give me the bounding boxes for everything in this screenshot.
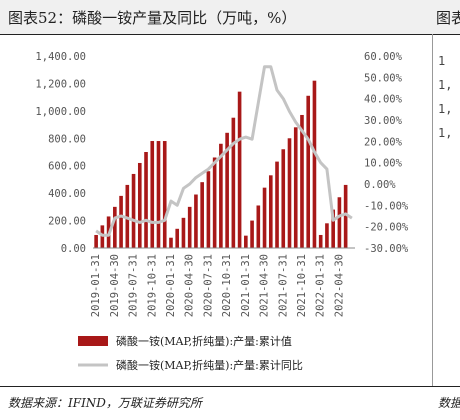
bar bbox=[287, 138, 292, 248]
panel-divider bbox=[432, 34, 433, 386]
y-right-tick-label: 40.00% bbox=[364, 94, 403, 106]
y-left-tick-label: 1,400.00 bbox=[35, 51, 86, 63]
y-right-tick-label: 60.00% bbox=[364, 51, 403, 63]
legend-bar-label: 磷酸一铵(MAP,折纯量):产量:累计值 bbox=[116, 334, 292, 348]
y-right-tick-label: -30.00% bbox=[364, 243, 409, 255]
y-left-tick-label: 800.00 bbox=[48, 133, 86, 145]
x-tick-label: 2019-01-31 bbox=[90, 254, 102, 317]
y-right-tick-label: 30.00% bbox=[364, 115, 403, 127]
bar bbox=[244, 235, 248, 248]
bar bbox=[343, 184, 348, 248]
bar bbox=[137, 162, 142, 248]
y-left-tick-label: 0.00 bbox=[61, 243, 86, 255]
legend-bar-swatch bbox=[78, 336, 108, 346]
bar bbox=[162, 141, 167, 248]
x-tick-label: 2022-04-30 bbox=[333, 254, 345, 317]
bar bbox=[225, 132, 229, 248]
y-left-tick-label: 400.00 bbox=[48, 188, 86, 200]
bar bbox=[119, 195, 123, 248]
y-right-tick-label: -10.00% bbox=[364, 200, 409, 212]
bar bbox=[131, 173, 136, 248]
adjacent-chart-title: 图表 bbox=[436, 9, 460, 27]
x-tick-label: 2021-07-31 bbox=[277, 254, 289, 317]
bar bbox=[219, 143, 223, 248]
bar bbox=[156, 141, 161, 248]
x-tick-label: 2022-01-31 bbox=[315, 254, 327, 317]
bar bbox=[113, 206, 117, 248]
x-tick-label: 2020-01-31 bbox=[165, 254, 177, 317]
bar bbox=[281, 149, 286, 248]
bar bbox=[212, 157, 217, 248]
bar bbox=[256, 205, 261, 248]
bar bbox=[306, 95, 311, 248]
bar bbox=[194, 194, 198, 248]
bar bbox=[262, 187, 267, 248]
bar bbox=[187, 206, 192, 248]
bar bbox=[268, 175, 273, 248]
y-left-tick-label: 600.00 bbox=[48, 161, 86, 173]
bar bbox=[300, 114, 304, 248]
bar bbox=[293, 127, 298, 248]
bar bbox=[237, 91, 242, 249]
source-note: 数据来源：IFIND，万联证券研究所 bbox=[8, 396, 202, 410]
bar bbox=[318, 234, 323, 248]
y-right-tick-label: 10.00% bbox=[364, 158, 403, 170]
y-left-tick-label: 1,000.00 bbox=[35, 106, 86, 118]
bar bbox=[231, 117, 236, 248]
bar bbox=[337, 197, 342, 248]
adjacent-chart-tick: 1, bbox=[438, 126, 453, 140]
bar bbox=[181, 217, 186, 248]
bar bbox=[125, 184, 130, 248]
y-right-tick-label: -20.00% bbox=[364, 222, 409, 234]
bar bbox=[169, 237, 173, 248]
adjacent-chart-tick: 1, bbox=[438, 78, 453, 92]
title-bar: 图表52：磷酸一铵产量及同比（万吨，%） 图表 bbox=[0, 0, 460, 35]
bar bbox=[331, 209, 335, 248]
bar bbox=[144, 152, 148, 248]
adjacent-chart-tick: 1 bbox=[438, 54, 446, 68]
x-tick-label: 2021-10-31 bbox=[296, 254, 308, 317]
y-right-tick-label: 0.00% bbox=[364, 179, 396, 191]
bar bbox=[275, 161, 279, 248]
bar bbox=[175, 228, 180, 248]
bar bbox=[325, 223, 329, 248]
x-tick-label: 2019-07-31 bbox=[128, 254, 140, 317]
x-tick-label: 2020-10-31 bbox=[221, 254, 233, 317]
bar bbox=[94, 234, 98, 248]
chart: 0.00 200.00 400.00 600.00 800.00 1,000.00 1,20… bbox=[35, 51, 409, 372]
bar bbox=[312, 80, 317, 248]
x-tick-label: 2020-07-31 bbox=[202, 254, 214, 317]
x-tick-label: 2019-04-30 bbox=[109, 254, 121, 317]
x-tick-label: 2021-04-30 bbox=[259, 254, 271, 317]
y-right-tick-label: 50.00% bbox=[364, 72, 403, 84]
chart-title: 图表52：磷酸一铵产量及同比（万吨，%） bbox=[8, 9, 297, 27]
adjacent-source-note: 数据 bbox=[438, 396, 460, 410]
footer-rule bbox=[0, 386, 460, 387]
adjacent-chart-tick: 1, bbox=[438, 102, 453, 116]
x-tick-label: 2019-10-31 bbox=[146, 254, 158, 317]
yoy-line bbox=[95, 65, 353, 237]
y-right-tick-label: 20.00% bbox=[364, 136, 403, 148]
y-left-tick-label: 200.00 bbox=[48, 216, 86, 228]
bar bbox=[250, 220, 254, 248]
x-tick-label: 2021-01-31 bbox=[240, 254, 252, 317]
legend-line-label: 磷酸一铵(MAP,折纯量):产量:累计同比 bbox=[116, 358, 303, 372]
bar bbox=[200, 182, 204, 248]
y-left-tick-label: 1,200.00 bbox=[35, 78, 86, 90]
bar bbox=[150, 141, 155, 248]
bar bbox=[206, 171, 211, 248]
x-tick-label: 2020-04-30 bbox=[184, 254, 196, 317]
